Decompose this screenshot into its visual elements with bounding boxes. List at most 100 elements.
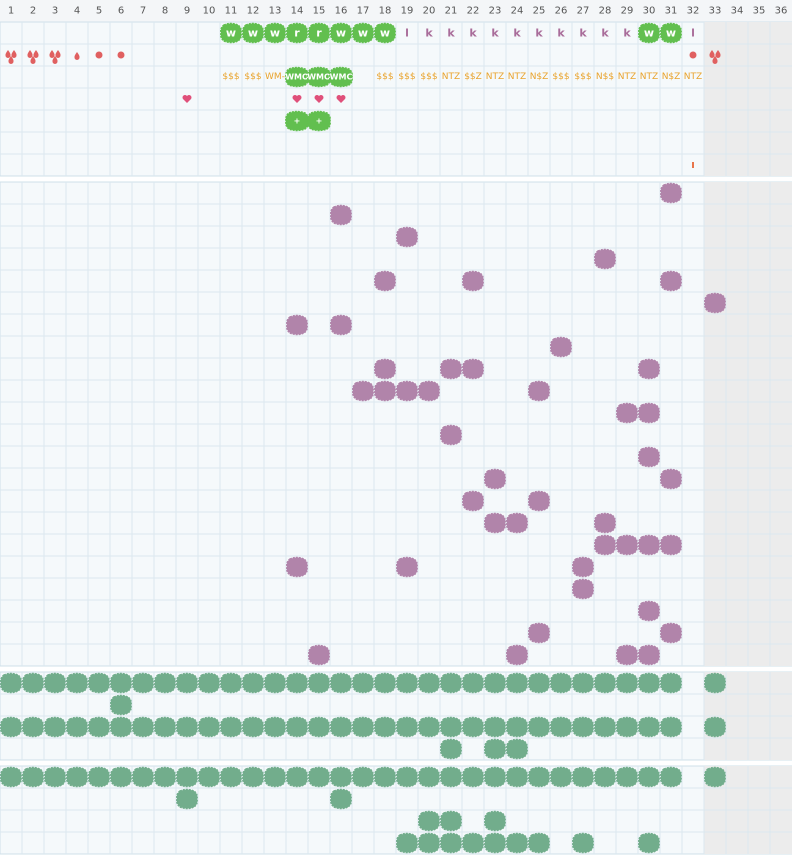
blob — [264, 716, 286, 738]
blob-shape — [308, 766, 330, 788]
blob-shape — [550, 766, 572, 788]
blob — [110, 694, 132, 716]
blob — [704, 672, 726, 694]
blob — [660, 716, 682, 738]
column-number: 26 — [555, 6, 568, 17]
blob — [660, 468, 682, 490]
blob — [396, 832, 418, 854]
blob — [264, 672, 286, 694]
blob — [308, 716, 330, 738]
blob — [220, 716, 242, 738]
green-blob — [374, 22, 396, 44]
blob-shape — [66, 766, 88, 788]
green-blob-shape — [660, 22, 682, 44]
blob — [484, 766, 506, 788]
column-number: 29 — [621, 6, 634, 17]
blob — [286, 766, 308, 788]
blob-label: w — [270, 27, 280, 40]
blob-label: w — [358, 27, 368, 40]
blob — [242, 672, 264, 694]
blob-shape — [550, 336, 572, 358]
blob — [0, 766, 22, 788]
blob-shape — [396, 832, 418, 854]
blob — [528, 716, 550, 738]
blob — [616, 716, 638, 738]
blob-shape — [110, 672, 132, 694]
blob — [528, 622, 550, 644]
blob-shape — [154, 716, 176, 738]
heart — [292, 95, 302, 103]
blob — [506, 832, 528, 854]
blob-shape — [88, 672, 110, 694]
small-tick — [692, 162, 694, 168]
blob-label: r — [316, 27, 322, 40]
blob — [528, 832, 550, 854]
blob-shape — [462, 766, 484, 788]
blob — [594, 716, 616, 738]
blob — [660, 672, 682, 694]
cell-label: NTZ — [684, 72, 702, 82]
blob-shape — [484, 766, 506, 788]
blob — [572, 578, 594, 600]
blob-shape — [506, 716, 528, 738]
blob-shape — [440, 672, 462, 694]
blob-shape — [528, 716, 550, 738]
green-blob — [286, 22, 308, 44]
blob-shape — [132, 672, 154, 694]
heart — [336, 95, 346, 103]
blob — [198, 766, 220, 788]
cell-label: NTZ — [618, 72, 636, 82]
blob — [330, 314, 352, 336]
blob — [594, 248, 616, 270]
blob-label: r — [294, 27, 300, 40]
blob-shape — [308, 644, 330, 666]
blob-shape — [572, 556, 594, 578]
red-drop — [49, 50, 61, 64]
blob — [88, 716, 110, 738]
blob-shape — [528, 380, 550, 402]
blob — [418, 832, 440, 854]
blob-shape — [638, 644, 660, 666]
blob-shape — [44, 716, 66, 738]
blob-shape — [132, 716, 154, 738]
blob-shape — [374, 358, 396, 380]
blob-shape — [660, 468, 682, 490]
green-blob — [264, 22, 286, 44]
column-number: 7 — [140, 6, 146, 17]
blob-shape — [110, 716, 132, 738]
cell-label: NTZ — [508, 72, 526, 82]
column-number: 36 — [775, 6, 788, 17]
blob-shape — [176, 716, 198, 738]
blob-label: WMO — [307, 73, 331, 82]
blob — [528, 672, 550, 694]
blob — [616, 534, 638, 556]
cell-label: $$$ — [222, 72, 239, 82]
blob-shape — [506, 766, 528, 788]
blob-shape — [440, 738, 462, 760]
red-dot — [689, 51, 697, 59]
blob-shape — [484, 832, 506, 854]
blob-shape — [528, 622, 550, 644]
cell-label: $$$ — [376, 72, 393, 82]
cell-label: k — [491, 27, 499, 40]
green-blob — [638, 22, 660, 44]
blob — [418, 810, 440, 832]
header-bg — [0, 0, 792, 22]
blob — [506, 672, 528, 694]
blob — [418, 716, 440, 738]
blob-shape — [594, 716, 616, 738]
red-drop — [709, 50, 721, 64]
blob — [638, 672, 660, 694]
blob-shape — [88, 766, 110, 788]
blob-shape — [638, 402, 660, 424]
blob — [528, 490, 550, 512]
blob — [462, 270, 484, 292]
blob — [594, 512, 616, 534]
cell-label: k — [535, 27, 543, 40]
blob — [594, 672, 616, 694]
blob — [660, 766, 682, 788]
blob-shape — [242, 672, 264, 694]
blob-shape — [660, 534, 682, 556]
blob-shape — [572, 578, 594, 600]
blob — [330, 204, 352, 226]
